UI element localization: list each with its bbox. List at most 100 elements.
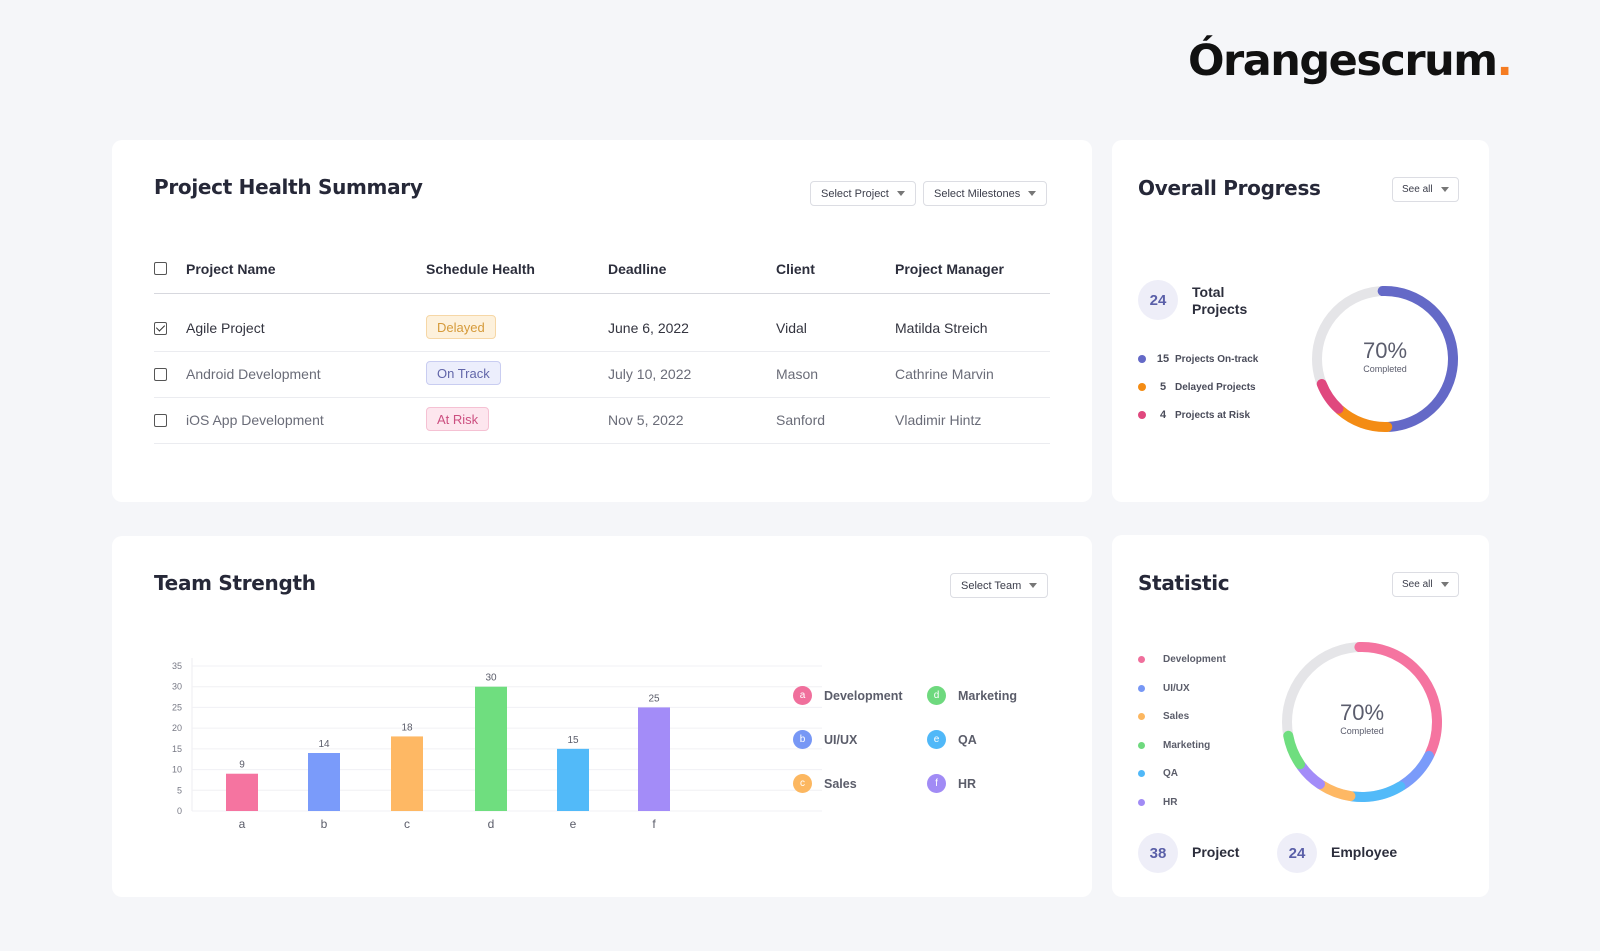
y-tick-label: 30 <box>172 682 182 692</box>
donut-segment-delayed <box>1312 286 1458 432</box>
logo-dot: . <box>1496 36 1513 86</box>
deadline: July 10, 2022 <box>608 366 692 382</box>
select-project-dropdown[interactable]: Select Project <box>810 181 916 206</box>
legend-label: UI/UX <box>1163 682 1190 694</box>
legend-letter-badge: f <box>927 774 946 793</box>
client: Vidal <box>776 320 807 336</box>
project-manager: Matilda Streich <box>895 320 988 336</box>
team-strength-title: Team Strength <box>154 571 316 595</box>
legend-label: Projects at Risk <box>1175 409 1251 421</box>
dropdown-label: Select Milestones <box>934 187 1021 200</box>
legend-label: Delayed Projects <box>1175 381 1256 393</box>
bar-f <box>638 707 670 811</box>
team-strength-card: Team Strength Select Team 0 5 10 15 20 25 30 35… <box>112 536 1092 897</box>
donut-center: 70% Completed <box>1280 700 1444 736</box>
legend-label: Development <box>1163 654 1226 665</box>
legend-dot <box>1138 770 1145 777</box>
legend-label: Development <box>824 688 903 703</box>
legend-letter-badge: a <box>793 686 812 705</box>
statistic-legend-item: HR <box>1138 797 1177 808</box>
bar-value-label: 15 <box>567 735 579 746</box>
donut-segment-qa <box>1282 642 1442 802</box>
x-tick-label: a <box>239 817 246 831</box>
x-tick-label: e <box>570 817 577 831</box>
legend-label: HR <box>1163 796 1178 808</box>
select-all-checkbox[interactable] <box>154 262 167 275</box>
status-badge: At Risk <box>426 407 490 431</box>
table-header: Project Name Schedule Health Deadline Cl… <box>154 254 1050 294</box>
legend-label: Marketing <box>958 688 1018 703</box>
see-all-dropdown[interactable]: See all <box>1392 177 1459 202</box>
deadline: June 6, 2022 <box>608 320 689 336</box>
col-project-name[interactable]: Project Name <box>186 261 276 277</box>
bar-value-label: 9 <box>239 760 245 771</box>
see-all-dropdown[interactable]: See all <box>1392 572 1459 597</box>
overall-progress-donut <box>1312 286 1458 432</box>
row-checkbox[interactable] <box>154 322 167 335</box>
overall-progress-card: Overall Progress See all 24 Total Projec… <box>1112 140 1489 502</box>
bar-value-label: 30 <box>485 673 497 684</box>
x-tick-label: b <box>321 817 328 831</box>
table-row[interactable]: iOS App Development At Risk Nov 5, 2022 San… <box>154 398 1050 444</box>
project-manager: Cathrine Marvin <box>895 366 994 382</box>
client: Mason <box>776 366 819 382</box>
y-tick-label: 5 <box>177 785 182 795</box>
legend-count: 4 <box>1159 409 1167 421</box>
statistic-donut <box>1282 642 1442 802</box>
project-name: Android Development <box>186 366 321 382</box>
dropdown-label: Select Project <box>821 187 889 200</box>
completed-caption: Completed <box>1363 364 1407 374</box>
caret-down-icon <box>1029 583 1038 588</box>
bar-d <box>475 686 507 811</box>
bar-a <box>226 773 258 811</box>
legend-dot <box>1138 684 1145 692</box>
legend-label: QA <box>958 732 977 747</box>
y-tick-label: 15 <box>172 744 182 754</box>
bar-value-label: 14 <box>318 739 330 750</box>
bar-b <box>308 753 340 811</box>
legend-label: UI/UX <box>824 732 858 747</box>
col-client[interactable]: Client <box>776 261 815 277</box>
statistic-legend-item: QA <box>1138 768 1178 779</box>
col-deadline[interactable]: Deadline <box>608 261 667 277</box>
percent-completed: 70% <box>1339 700 1385 725</box>
completed-caption: Completed <box>1340 726 1384 736</box>
bar-e <box>557 748 589 811</box>
legend-label: HR <box>958 776 977 791</box>
y-tick-label: 10 <box>172 765 182 775</box>
deadline: Nov 5, 2022 <box>608 412 684 428</box>
statistic-title: Statistic <box>1138 571 1230 595</box>
caret-down-icon <box>1440 582 1449 587</box>
team-legend-item: f HR <box>927 774 976 793</box>
x-tick-label: d <box>488 817 495 831</box>
project-manager: Vladimir Hintz <box>895 412 982 428</box>
row-checkbox[interactable] <box>154 368 167 381</box>
legend-label: Marketing <box>1163 739 1211 751</box>
team-legend-item: d Marketing <box>927 686 1017 705</box>
bar-c <box>391 736 423 811</box>
project-label: Project <box>1192 844 1240 860</box>
caret-down-icon <box>1440 187 1449 192</box>
team-legend-item: e QA <box>927 730 977 749</box>
legend-dot <box>1138 713 1145 720</box>
legend-dot <box>1138 355 1146 363</box>
col-project-manager[interactable]: Project Manager <box>895 261 1004 277</box>
status-badge: Delayed <box>426 315 496 339</box>
logo-text: Órangescrum <box>1188 36 1498 86</box>
percent-completed: 70% <box>1362 338 1408 363</box>
project-name: iOS App Development <box>186 412 324 428</box>
donut-center: 70% Completed <box>1308 338 1462 374</box>
table-row[interactable]: Android Development On Track July 10, 2022… <box>154 352 1050 398</box>
orangescrum-logo: Órangescrum. <box>1188 36 1513 86</box>
legend-item: 5 Delayed Projects <box>1138 381 1256 393</box>
legend-dot <box>1138 656 1145 663</box>
col-schedule-health[interactable]: Schedule Health <box>426 261 535 277</box>
row-checkbox[interactable] <box>154 414 167 427</box>
table-row[interactable]: Agile Project Delayed June 6, 2022 Vidal Mat… <box>154 306 1050 352</box>
select-team-dropdown[interactable]: Select Team <box>950 573 1049 598</box>
legend-letter-badge: d <box>927 686 946 705</box>
x-tick-label: f <box>652 817 656 831</box>
legend-count: 5 <box>1159 381 1167 393</box>
select-milestones-dropdown[interactable]: Select Milestones <box>923 181 1048 206</box>
statistic-legend-item: UI/UX <box>1138 683 1190 694</box>
